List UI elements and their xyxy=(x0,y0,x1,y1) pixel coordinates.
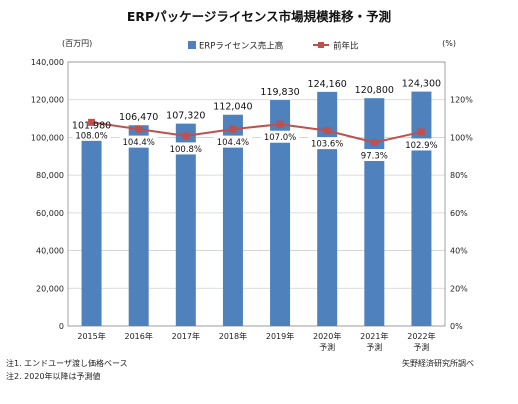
bar xyxy=(175,123,196,326)
bar xyxy=(81,133,102,326)
footnote-2: 注2. 2020年以降は予測値 xyxy=(6,372,101,381)
legend-marker-yoy xyxy=(318,42,324,48)
bar xyxy=(411,91,432,326)
yoy-label-bg xyxy=(213,135,252,148)
yoy-marker xyxy=(370,139,378,147)
yoy-marker xyxy=(229,125,237,133)
yoy-value-label: 104.4% xyxy=(217,138,249,148)
left-tick-label: 40,000 xyxy=(36,247,64,256)
yoy-value-label: 108.0% xyxy=(75,131,107,141)
plot-frame xyxy=(67,61,446,327)
bar-value-label: 112,040 xyxy=(213,102,252,113)
right-tick-label: 40% xyxy=(450,247,468,256)
legend-label-bars: ERPライセンス売上高 xyxy=(199,41,283,52)
category-label: 2020年 xyxy=(313,331,341,341)
bar-value-label: 119,830 xyxy=(260,87,299,98)
left-tick-label: 20,000 xyxy=(36,284,64,293)
footnote-1: 注1. エンドユーザ渡し価格ベース xyxy=(6,359,128,368)
yoy-label-bg xyxy=(355,149,394,162)
right-tick-label: 20% xyxy=(450,284,468,293)
right-axis-unit: (%) xyxy=(442,39,456,48)
category-label: 予測 xyxy=(319,342,335,352)
yoy-label-bg xyxy=(72,128,111,141)
yoy-value-label: 102.9% xyxy=(405,141,437,151)
yoy-marker xyxy=(323,127,331,135)
bar-value-label: 124,160 xyxy=(308,79,347,90)
bar xyxy=(364,98,385,326)
category-label: 2018年 xyxy=(219,331,247,341)
yoy-marker xyxy=(182,132,190,140)
bar xyxy=(270,100,291,327)
bar-value-label: 124,300 xyxy=(402,79,441,90)
category-label: 2017年 xyxy=(172,331,200,341)
yoy-value-label: 100.8% xyxy=(170,145,202,155)
category-label: 予測 xyxy=(413,342,429,352)
category-label: 2021年 xyxy=(360,331,388,341)
right-tick-label: 0% xyxy=(450,322,463,331)
yoy-value-label: 107.0% xyxy=(264,133,296,143)
yoy-marker xyxy=(417,128,425,136)
left-tick-label: 80,000 xyxy=(36,171,64,180)
bar xyxy=(317,91,338,326)
bar-value-label: 107,320 xyxy=(166,111,205,122)
bar-value-label: 120,800 xyxy=(355,85,394,96)
yoy-label-bg xyxy=(402,138,441,151)
category-label: 2015年 xyxy=(77,331,105,341)
bar xyxy=(222,114,243,326)
bar xyxy=(128,125,149,326)
left-tick-label: 60,000 xyxy=(36,209,64,218)
bar-value-label: 101,980 xyxy=(72,121,111,132)
bar-value-label: 106,470 xyxy=(119,112,158,123)
right-tick-label: 120% xyxy=(450,96,473,105)
yoy-marker xyxy=(276,120,284,128)
yoy-value-label: 103.6% xyxy=(311,140,343,150)
source-note: 矢野経済研究所調べ xyxy=(402,359,474,368)
right-tick-label: 100% xyxy=(450,133,473,142)
category-label: 2019年 xyxy=(266,331,294,341)
legend-label-yoy: 前年比 xyxy=(333,41,359,52)
yoy-label-bg xyxy=(308,137,347,150)
legend-swatch-bars xyxy=(188,41,196,49)
yoy-label-bg xyxy=(119,135,158,148)
yoy-line xyxy=(91,121,422,144)
category-label: 予測 xyxy=(366,342,382,352)
category-label: 2022年 xyxy=(407,331,435,341)
left-tick-label: 140,000 xyxy=(31,58,64,67)
yoy-label-bg xyxy=(261,130,300,143)
category-label: 2016年 xyxy=(125,331,153,341)
left-tick-label: 0 xyxy=(59,322,64,331)
left-tick-label: 100,000 xyxy=(31,133,64,142)
right-tick-label: 60% xyxy=(450,209,468,218)
left-tick-label: 120,000 xyxy=(31,96,64,105)
yoy-label-bg xyxy=(166,142,205,155)
yoy-value-label: 104.4% xyxy=(122,138,154,148)
yoy-marker xyxy=(88,118,96,126)
yoy-marker xyxy=(135,125,143,133)
right-tick-label: 80% xyxy=(450,171,468,180)
left-axis-unit: (百万円) xyxy=(62,39,92,48)
chart-title: ERPパッケージライセンス市場規模推移・予測 xyxy=(127,9,391,24)
yoy-value-label: 97.3% xyxy=(361,152,388,162)
